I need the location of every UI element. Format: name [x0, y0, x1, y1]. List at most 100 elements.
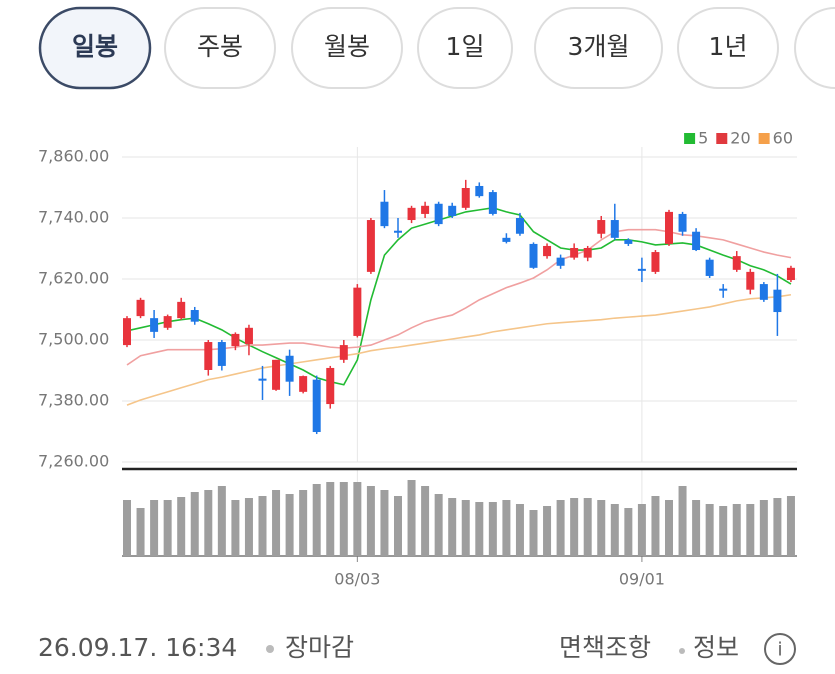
volume-bar: [543, 506, 552, 556]
legend-swatch: [716, 133, 728, 144]
tab-label[interactable]: 주봉: [197, 32, 243, 61]
legend-swatch: [684, 133, 696, 144]
volume-bar: [597, 500, 606, 556]
candle-body: [272, 359, 281, 390]
moving-average-line: [126, 228, 792, 366]
y-tick-label: 7,620.00: [38, 269, 109, 288]
x-tick-label: 09/01: [619, 570, 665, 589]
tab[interactable]: [417, 7, 513, 89]
moving-average-line: [126, 207, 792, 386]
info-icon[interactable]: [764, 633, 796, 665]
candle-body: [556, 257, 565, 266]
candle-body: [448, 205, 457, 216]
footer: 26.09.17. 16:34 장마감 면책조항 정보 i: [38, 633, 796, 665]
volume-bar: [488, 502, 497, 556]
volume-bar: [217, 486, 226, 556]
volume-bar: [502, 500, 511, 556]
legend-swatch: [758, 133, 770, 144]
candle-body: [543, 245, 552, 257]
candle-body: [637, 268, 646, 271]
candle-body: [231, 333, 240, 347]
volume-bar: [461, 500, 470, 556]
tab[interactable]: [38, 6, 152, 90]
candle-body: [380, 201, 389, 227]
volume-bar: [610, 504, 619, 556]
volume-bar: [705, 504, 714, 556]
tab[interactable]: [291, 7, 403, 89]
volume-bar: [258, 496, 267, 556]
candle-body: [732, 256, 741, 270]
legend-label: 20: [730, 129, 750, 148]
candle-body: [123, 318, 131, 346]
candle-body: [217, 342, 226, 366]
candle-body: [299, 376, 308, 392]
tab[interactable]: [794, 7, 835, 89]
volume-bar: [786, 496, 795, 556]
tab-label[interactable]: 3개월: [568, 32, 630, 61]
y-tick-label: 7,860.00: [38, 147, 109, 166]
candle-body: [326, 367, 335, 405]
candle-body: [651, 252, 660, 272]
volume-bar: [475, 502, 484, 556]
chart: 7,260.00 7,380.00 7,500.00 7,620.00 7,740.00…: [38, 129, 797, 589]
volume-bar: [394, 496, 402, 556]
volume-bar: [773, 498, 782, 556]
candle-body: [461, 188, 470, 208]
candle-body: [285, 355, 294, 382]
candle-body: [529, 243, 538, 268]
volume-bar: [719, 506, 728, 556]
candle-body: [624, 239, 633, 244]
candle-body: [719, 288, 728, 291]
tab-label[interactable]: 월봉: [324, 32, 370, 61]
volume-bar: [190, 492, 199, 556]
separator: [679, 648, 685, 654]
candle-body: [204, 342, 213, 370]
candle-body: [258, 378, 267, 381]
y-tick-label: 7,380.00: [38, 391, 109, 410]
volume-bar: [312, 484, 321, 556]
candle-body: [773, 289, 782, 313]
y-tick-label: 7,260.00: [38, 452, 109, 471]
tab-label[interactable]: 1일: [446, 32, 485, 61]
moving-average-line: [126, 293, 792, 406]
disclaimer-link[interactable]: 면책조항: [559, 633, 651, 662]
volume-bar: [380, 490, 389, 556]
info-icon-glyph: i: [777, 639, 782, 661]
volume-bar: [448, 498, 457, 556]
volume-bar: [339, 482, 348, 556]
volume-bar: [136, 508, 145, 556]
volume-bar: [583, 498, 592, 556]
candle-body: [665, 211, 673, 244]
candle-body: [177, 301, 186, 319]
tab-label[interactable]: 1년: [709, 32, 748, 61]
candle-body: [488, 192, 497, 214]
candle-body: [163, 316, 172, 328]
y-tick-label: 7,740.00: [38, 208, 109, 227]
volume-bar: [366, 486, 375, 556]
volume-bar: [421, 486, 430, 556]
tab[interactable]: [534, 7, 663, 89]
volume-bar: [570, 498, 579, 556]
volume-bar: [285, 494, 294, 556]
candle-body: [678, 213, 687, 232]
candle-body: [692, 231, 701, 251]
volume-bar: [556, 500, 565, 556]
volume-bar: [678, 486, 687, 556]
candle-body: [786, 267, 795, 281]
candle-body: [244, 327, 253, 345]
candle-body: [502, 237, 511, 242]
tab[interactable]: [164, 7, 276, 89]
legend-label: 5: [698, 129, 708, 148]
volume-bar: [651, 496, 660, 556]
candle-body: [353, 287, 362, 336]
volume-bar: [299, 490, 308, 556]
tab-label[interactable]: 일봉: [72, 32, 118, 61]
volume-bar: [204, 490, 213, 556]
candle-body: [570, 247, 579, 258]
tab[interactable]: [677, 7, 779, 89]
volume-bar: [637, 504, 646, 556]
candle-body: [339, 345, 348, 360]
info-link[interactable]: 정보: [693, 633, 739, 662]
